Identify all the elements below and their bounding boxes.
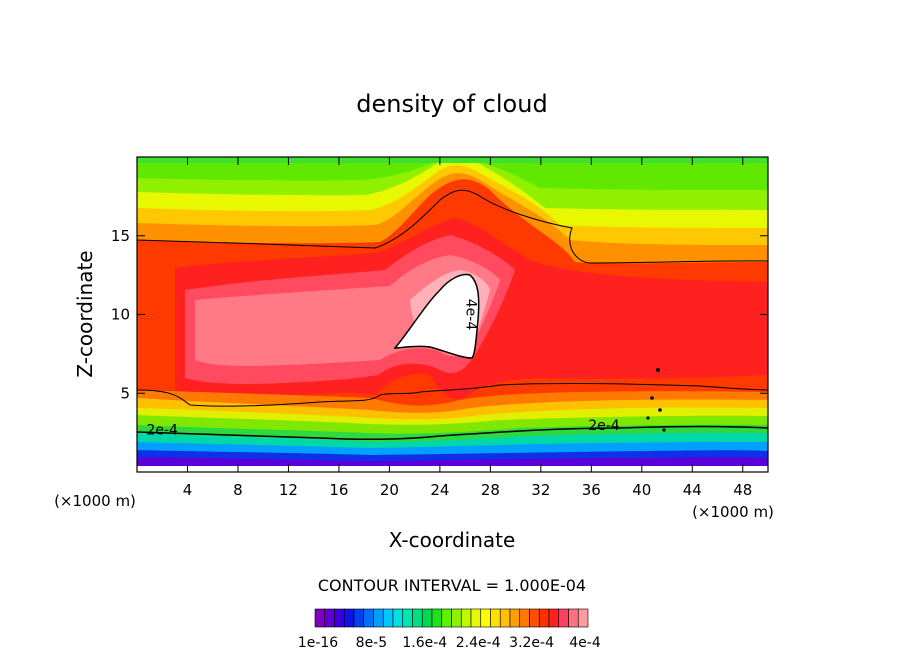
contour-label: 2e-4 <box>588 418 620 434</box>
y-tick-label: 5 <box>120 384 130 402</box>
colorbar-swatch <box>334 608 345 628</box>
contour-label: 2e-4 <box>146 422 178 438</box>
colorbar-swatch <box>441 608 452 628</box>
colorbar-swatch <box>548 608 560 628</box>
colorbar-swatch <box>314 608 326 628</box>
colorbar-swatch <box>470 608 482 628</box>
x-tick-label: 24 <box>430 481 449 499</box>
colorbar-swatch <box>421 608 433 628</box>
x-tick-label: 8 <box>233 481 243 499</box>
colorbar-swatch <box>353 608 365 628</box>
x-axis: 4 8 12 16 20 24 28 32 36 40 44 48 <box>183 157 752 499</box>
colorbar-tick-label: 4e-4 <box>569 635 601 651</box>
colorbar-swatch <box>568 608 579 628</box>
x-tick-label: 36 <box>582 481 601 499</box>
x-tick-label: 40 <box>632 481 651 499</box>
y-tick-label: 15 <box>111 227 130 245</box>
colorbar-swatch <box>343 608 355 628</box>
colorbar-swatch <box>363 608 374 628</box>
colorbar-swatch <box>402 608 413 628</box>
colorbar-swatch <box>558 608 569 628</box>
colorbar-tick-label: 1e-16 <box>298 635 338 651</box>
x-tick-label: 48 <box>733 481 752 499</box>
colorbar-swatch <box>490 608 501 628</box>
chart-title: density of cloud <box>356 90 547 118</box>
contour-interval-text: CONTOUR INTERVAL = 1.000E-04 <box>318 576 586 595</box>
colorbar-swatch <box>499 608 511 628</box>
x-tick-label: 4 <box>183 481 193 499</box>
colorbar-swatch <box>412 608 423 628</box>
colorbar-swatch <box>577 608 589 628</box>
colorbar-swatch <box>373 608 384 628</box>
x-tick-label: 32 <box>531 481 550 499</box>
colorbar-swatch <box>324 608 335 628</box>
colorbar-swatch <box>451 608 462 628</box>
x-tick-label: 12 <box>279 481 298 499</box>
colorbar-swatch <box>480 608 491 628</box>
colorbar-tick-label: 8e-5 <box>356 635 387 651</box>
colorbar-swatch <box>460 608 472 628</box>
x-tick-label: 16 <box>329 481 348 499</box>
y-axis: 5 10 15 <box>111 227 768 402</box>
colorbar-swatch <box>529 608 540 628</box>
colorbar-swatch <box>519 608 530 628</box>
y-axis-unit: (×1000 m) <box>692 503 774 521</box>
x-axis-label: X-coordinate <box>389 528 516 552</box>
colorbar-swatch <box>509 608 521 628</box>
colorbar-swatch <box>382 608 394 628</box>
colorbar-swatch <box>392 608 404 628</box>
y-axis-label: Z-coordinate <box>73 250 97 377</box>
colorbar: 1e-16 8e-5 1.6e-4 2.4e-4 3.2e-4 4e-4 <box>298 608 601 651</box>
y-tick-label: 10 <box>111 306 130 324</box>
contour-label: 4e-4 <box>462 299 478 331</box>
x-axis-unit: (×1000 m) <box>54 492 136 510</box>
colorbar-tick-label: 3.2e-4 <box>509 635 554 651</box>
colorbar-swatch <box>431 608 443 628</box>
x-tick-label: 20 <box>380 481 399 499</box>
colorbar-tick-label: 1.6e-4 <box>402 635 447 651</box>
x-tick-label: 44 <box>683 481 702 499</box>
contour-field <box>137 157 768 472</box>
x-tick-label: 28 <box>481 481 500 499</box>
colorbar-swatch <box>538 608 550 628</box>
contour-label-group: 2e-4 2e-4 4e-4 <box>146 299 619 439</box>
colorbar-tick-label: 2.4e-4 <box>456 635 501 651</box>
